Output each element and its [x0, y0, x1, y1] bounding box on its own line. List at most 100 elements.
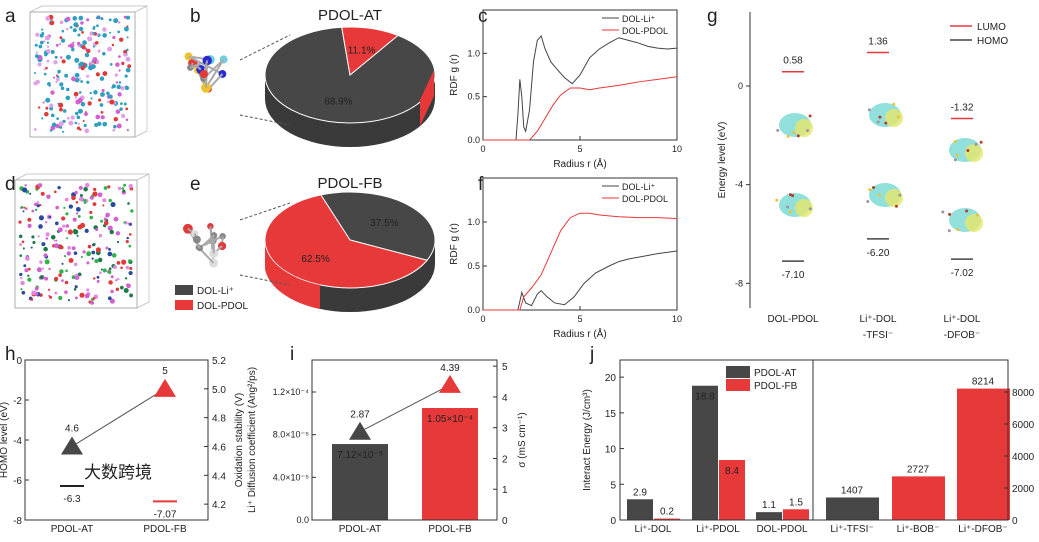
pie-slice-label: 62.5%	[301, 254, 329, 265]
atom	[80, 80, 83, 83]
y2-tick-label: 4	[502, 393, 508, 404]
atom	[93, 188, 96, 191]
oxidation-value: 4.6	[65, 423, 79, 434]
bar-value: 2727	[907, 464, 930, 475]
atom	[41, 29, 43, 31]
atom	[43, 247, 48, 252]
atom	[23, 207, 25, 209]
atom	[102, 27, 106, 31]
atom	[47, 42, 49, 44]
atom	[22, 187, 27, 192]
atom	[58, 227, 63, 232]
atom	[75, 112, 78, 115]
x-tick-label: 5	[577, 314, 582, 324]
oxidation-marker	[61, 436, 83, 454]
y-tick-label: 5	[610, 480, 616, 491]
atom	[89, 211, 92, 214]
atom	[57, 103, 59, 105]
atom	[84, 112, 88, 116]
atom	[44, 68, 46, 70]
energy-value: 0.58	[783, 56, 803, 67]
category-label: Li⁺-DOL	[944, 314, 981, 325]
atom	[90, 97, 92, 99]
atom	[115, 73, 118, 76]
homo-oxidation-chart	[25, 360, 208, 520]
atom	[66, 224, 69, 227]
atom	[93, 202, 97, 206]
atom	[55, 206, 59, 210]
atom	[980, 141, 983, 144]
y2-tick-label: 5	[502, 362, 508, 373]
atom	[54, 191, 57, 194]
molecule-cluster-fb	[183, 223, 226, 268]
atom	[52, 123, 56, 127]
atom	[73, 28, 77, 32]
oxidation-value: 5	[162, 366, 168, 377]
atom	[117, 124, 122, 129]
category-label: PDOL-FB	[428, 524, 472, 535]
atom	[46, 60, 49, 63]
atom	[86, 81, 89, 84]
atom	[79, 77, 81, 79]
atom	[84, 129, 89, 134]
atom	[20, 277, 22, 279]
series-line-1	[483, 213, 677, 310]
atom	[66, 55, 71, 60]
atom	[59, 108, 63, 112]
atom	[100, 103, 104, 107]
atom	[55, 222, 59, 226]
panel-label: d	[5, 174, 16, 195]
atom	[116, 85, 120, 89]
atom	[125, 107, 128, 110]
atom	[129, 293, 133, 297]
legend-label: LUMO	[977, 22, 1006, 33]
atom	[868, 188, 871, 191]
atom	[92, 57, 97, 62]
atom	[104, 186, 108, 190]
bar	[756, 512, 782, 520]
atom	[47, 46, 49, 48]
pie-title: PDOL-FB	[317, 175, 382, 192]
bar-value: 8.4	[725, 466, 739, 477]
y2-tick-label: 0	[502, 516, 508, 527]
atom	[68, 121, 73, 126]
x-tick-label: 10	[672, 144, 682, 154]
atom	[59, 121, 64, 126]
atom	[75, 273, 78, 276]
atom	[77, 34, 80, 37]
orbital-icon	[885, 189, 903, 207]
atom	[103, 71, 108, 76]
atom	[66, 237, 68, 239]
y-tick-label: -8	[735, 278, 743, 288]
atom	[35, 33, 39, 37]
y-tick-label: -4	[13, 436, 22, 447]
orbital-icon	[965, 144, 983, 162]
atom	[61, 263, 63, 265]
molecule-cluster-at	[185, 52, 228, 92]
simulation-box-pdol-at	[30, 6, 147, 137]
atom	[102, 198, 106, 202]
atom	[976, 214, 979, 217]
atom	[64, 255, 66, 257]
atom	[65, 269, 68, 272]
atom	[897, 116, 900, 119]
atom	[93, 243, 96, 246]
atom	[78, 215, 81, 218]
atom	[128, 223, 130, 225]
atom	[92, 27, 95, 30]
atom	[95, 228, 98, 231]
homo-value: -7.07	[154, 509, 177, 520]
bar	[627, 499, 653, 520]
y2-tick-label: 4.2	[212, 500, 226, 511]
atom	[84, 124, 87, 127]
atom	[69, 258, 74, 263]
atom	[64, 74, 68, 78]
atom	[82, 40, 87, 45]
bar	[892, 476, 945, 520]
atom	[19, 243, 22, 246]
atom	[112, 253, 117, 258]
atom	[114, 217, 119, 222]
atom	[108, 225, 113, 230]
atom	[25, 256, 30, 261]
atom	[40, 41, 44, 45]
